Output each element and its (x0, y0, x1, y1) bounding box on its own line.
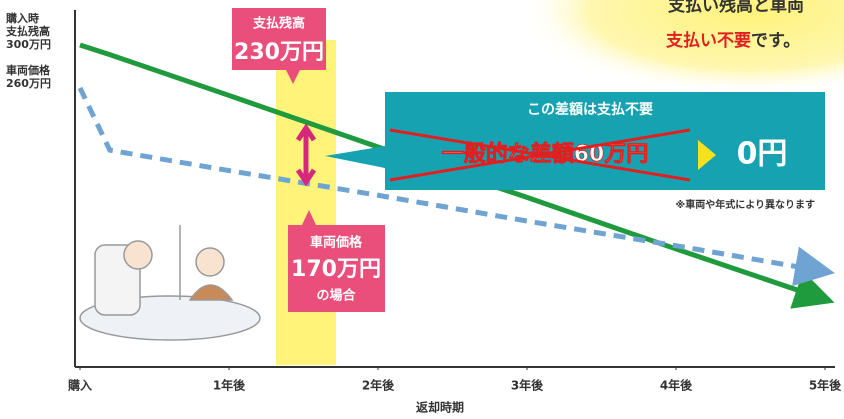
x-tick-label: 2年後 (362, 378, 395, 393)
headline-tail: です。 (751, 31, 800, 51)
illustration (80, 225, 260, 340)
callout-text: の場合 (316, 288, 356, 304)
x-axis-label: 返却時期 (416, 400, 464, 415)
x-tick-label: 5年後 (809, 378, 842, 393)
y-label: 購入時 (5, 11, 39, 25)
highlight-band (276, 40, 336, 365)
y-label: 車両価格 (6, 63, 51, 77)
note: ※車両や年式により異なります (675, 198, 815, 211)
y-label: 支払残高 (5, 24, 50, 38)
x-tick-label: 1年後 (213, 378, 246, 393)
headline-em: 支払い不要 (666, 30, 751, 51)
callout-value: 170万円 (291, 257, 381, 282)
x-tick-label: 4年後 (660, 378, 693, 393)
y-label: 300万円 (6, 38, 51, 51)
chart: 支払い残高と車両 支払い不要です。 購入時支払残高300万円車両価格260万円 … (0, 0, 844, 419)
x-tick-label: 3年後 (511, 378, 544, 393)
box-title: この差額は支払不要 (527, 101, 653, 118)
callout-value: 230万円 (234, 40, 324, 65)
callout-text: 支払残高 (252, 16, 305, 32)
y-label: 260万円 (6, 77, 51, 90)
headline: 支払い不要です。 (666, 30, 800, 51)
callout-text: 車両価格 (310, 235, 363, 251)
result: 0円 (737, 137, 788, 172)
x-tick-label: 購入 (67, 378, 92, 393)
headline: 支払い残高と車両 (668, 0, 804, 16)
